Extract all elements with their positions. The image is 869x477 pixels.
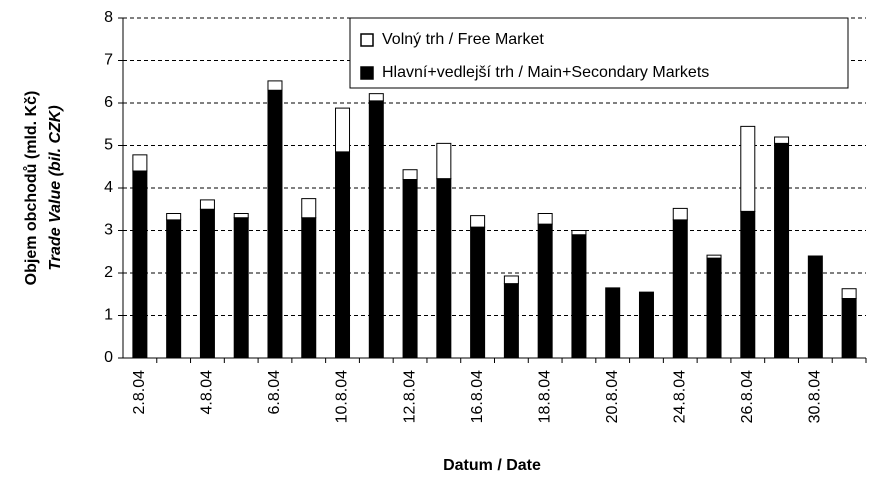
bar-segment xyxy=(436,142,452,180)
x-tick-label: 24.8.04 xyxy=(671,370,688,423)
x-tick-label: 12.8.04 xyxy=(401,370,418,423)
bar-segment xyxy=(199,208,215,359)
bar-segment xyxy=(706,257,722,359)
bar-segment xyxy=(233,213,249,219)
x-tick-label: 2.8.04 xyxy=(131,370,148,415)
bar-segment xyxy=(132,170,148,359)
bar-segment xyxy=(402,179,418,359)
y-tick-label: 2 xyxy=(104,264,113,281)
x-axis-label: Datum / Date xyxy=(443,457,541,474)
bar-segment xyxy=(402,169,418,181)
bar-segment xyxy=(503,283,519,359)
bar-segment xyxy=(301,198,317,219)
bar-segment xyxy=(470,226,486,359)
legend-label: Hlavní+vedlejší trh / Main+Secondary Mar… xyxy=(382,64,709,81)
legend-swatch xyxy=(360,66,374,80)
bar-segment xyxy=(672,207,688,221)
x-tick-label: 30.8.04 xyxy=(807,370,824,423)
bar-segment xyxy=(368,93,384,102)
bar-segment xyxy=(807,255,823,359)
bar-segment xyxy=(841,298,857,359)
bar-segment xyxy=(470,215,486,228)
bar-segment xyxy=(335,107,351,153)
bar-segment xyxy=(774,142,790,359)
bar-segment xyxy=(166,213,182,221)
bar-segment xyxy=(638,291,654,359)
x-tick-label: 20.8.04 xyxy=(604,370,621,423)
bar-segment xyxy=(267,89,283,359)
y-tick-label: 0 xyxy=(104,349,113,366)
x-tick-label: 18.8.04 xyxy=(536,370,553,423)
y-tick-label: 4 xyxy=(104,179,113,196)
bar-segment xyxy=(503,275,519,285)
y-tick-label: 6 xyxy=(104,94,113,111)
bar-segment xyxy=(672,219,688,359)
y-tick-label: 3 xyxy=(104,222,113,239)
bar-segment xyxy=(166,219,182,359)
bar-segment xyxy=(605,287,621,359)
legend-label: Volný trh / Free Market xyxy=(382,31,544,48)
x-tick-label: 10.8.04 xyxy=(334,370,351,423)
y-axis-label: Trade Value (bil. CZK) xyxy=(47,105,64,270)
bar-segment xyxy=(436,178,452,359)
x-tick-label: 6.8.04 xyxy=(266,370,283,415)
bar-segment xyxy=(571,234,587,359)
y-axis-label: Objem obchodů (mld. Kč) xyxy=(23,91,40,286)
x-tick-label: 26.8.04 xyxy=(739,370,756,423)
y-tick-label: 5 xyxy=(104,137,113,154)
bar-segment xyxy=(368,100,384,359)
bar-segment xyxy=(774,136,790,144)
bar-segment xyxy=(740,210,756,359)
y-tick-label: 1 xyxy=(104,307,113,324)
y-tick-label: 8 xyxy=(104,9,113,26)
bar-segment xyxy=(267,80,283,91)
bar-segment xyxy=(740,125,756,212)
bar-segment xyxy=(199,199,215,210)
legend-swatch xyxy=(360,33,374,47)
x-tick-label: 16.8.04 xyxy=(469,370,486,423)
bar-segment xyxy=(301,217,317,359)
legend-box xyxy=(349,17,849,89)
bar-segment xyxy=(537,213,553,225)
bar-segment xyxy=(335,151,351,359)
bar-segment xyxy=(841,288,857,300)
bar-segment xyxy=(706,254,722,259)
x-tick-label: 4.8.04 xyxy=(199,370,216,415)
bar-segment xyxy=(233,217,249,359)
y-tick-label: 7 xyxy=(104,52,113,69)
bar-segment xyxy=(537,223,553,359)
bar-segment xyxy=(132,154,148,172)
bar-segment xyxy=(571,230,587,236)
